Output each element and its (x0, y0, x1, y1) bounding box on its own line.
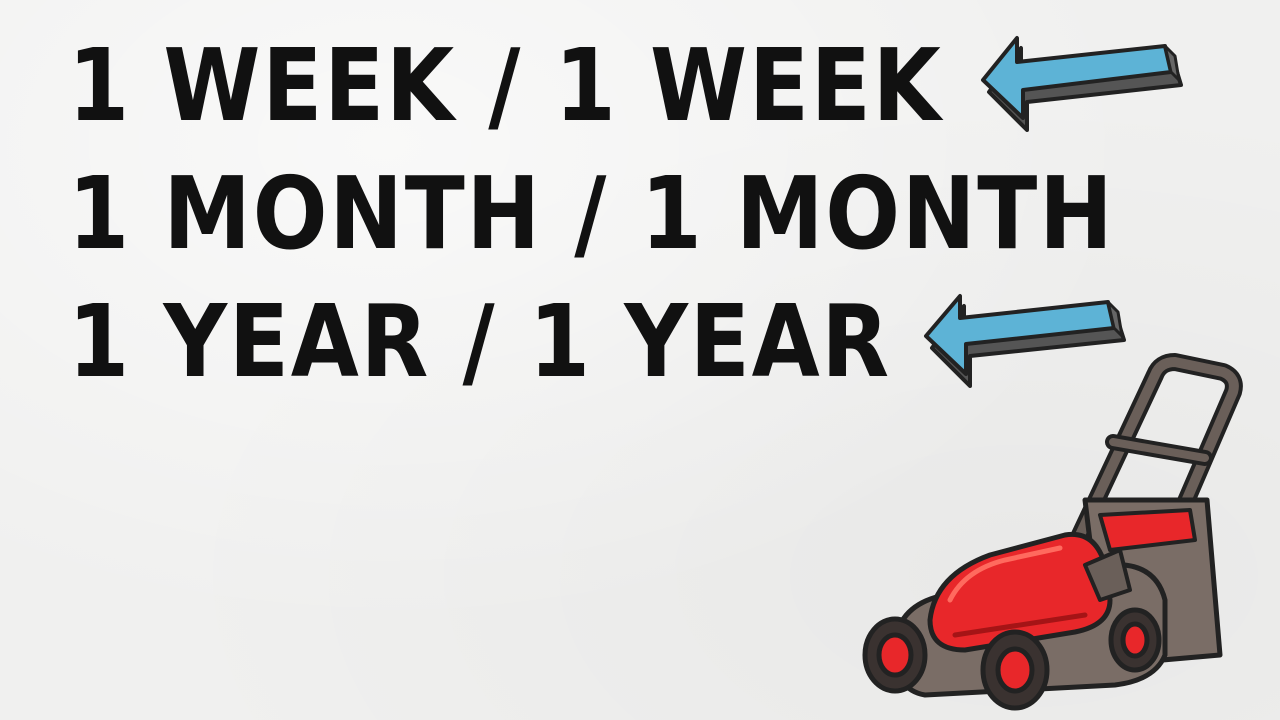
text-line-year: 1 YEAR / 1 YEAR (68, 283, 891, 400)
text-line-week: 1 WEEK / 1 WEEK (68, 27, 943, 144)
text-line-month: 1 MONTH / 1 MONTH (68, 155, 1115, 272)
lawn-mower-icon (862, 353, 1243, 711)
blue-arrow-icon (981, 36, 1183, 132)
blue-arrow-icon (924, 294, 1126, 388)
